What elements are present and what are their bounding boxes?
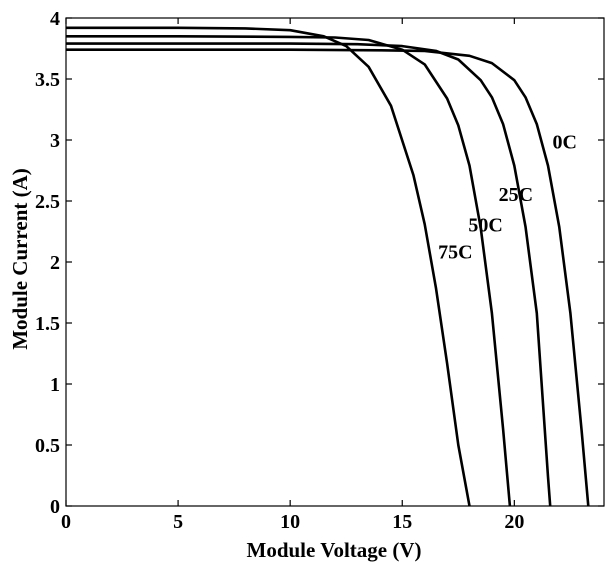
plot-frame [65, 17, 605, 507]
series-layer [66, 26, 590, 507]
y-tick-label: 0.5 [35, 435, 60, 457]
series-line-75c [66, 26, 471, 507]
y-axis-title: Module Current (A) [8, 168, 32, 350]
y-tick-label: 1.5 [35, 313, 60, 335]
y-tick-label: 3.5 [35, 69, 60, 91]
series-label-50c: 50C [468, 215, 502, 237]
y-tick-label: 2 [50, 252, 60, 274]
y-tick-label: 3 [50, 130, 60, 152]
x-tick-label: 0 [61, 511, 71, 533]
y-tick-label: 0 [50, 496, 60, 518]
axes: 0 5 10 15 20 0 0.5 1 1.5 2 2.5 3 3.5 4 [35, 8, 605, 533]
x-axis-title: Module Voltage (V) [247, 538, 422, 562]
x-tick-label: 15 [392, 511, 412, 533]
labels-layer: 0C 25C 50C 75C [438, 132, 577, 264]
series-label-25c: 25C [499, 184, 533, 206]
series-line-0c [66, 48, 590, 507]
series-label-0c: 0C [552, 132, 576, 154]
x-tick-label: 20 [504, 511, 524, 533]
x-tick-label: 5 [173, 511, 183, 533]
x-tick-label: 10 [280, 511, 300, 533]
y-tick-label: 2.5 [35, 191, 60, 213]
y-tick-label: 1 [50, 374, 60, 396]
series-label-75c: 75C [438, 241, 472, 263]
series-line-50c [66, 34, 512, 507]
series-line-25c [66, 42, 552, 507]
y-tick-label: 4 [50, 8, 60, 30]
